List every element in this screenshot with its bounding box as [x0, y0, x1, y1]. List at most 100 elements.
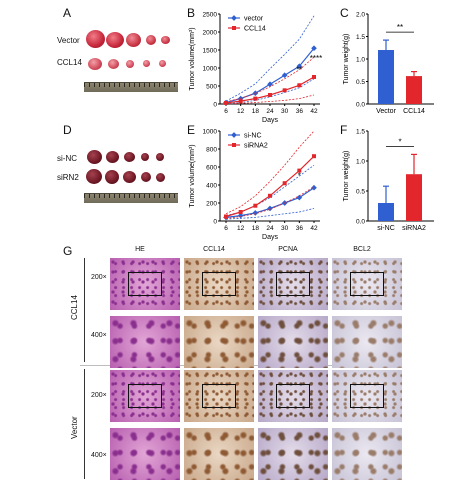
row-label-sirn2: siRN2	[57, 173, 79, 182]
zoom-region-box	[350, 272, 384, 296]
histology-image	[110, 370, 180, 422]
y-tick-label: 2500	[203, 12, 218, 19]
col-title-bcl2: BCL2	[353, 246, 371, 253]
ruler	[84, 193, 178, 203]
y-tick-label: 0.0	[356, 219, 365, 226]
data-point	[282, 88, 287, 93]
histology-image	[184, 316, 254, 368]
y-tick-label: 0.0	[356, 102, 365, 109]
histology-image	[184, 370, 254, 422]
data-point	[253, 96, 258, 101]
x-tick-label: 24	[266, 108, 274, 115]
panel-letter-g: G	[63, 244, 73, 258]
tumor	[161, 36, 170, 44]
data-point	[297, 83, 302, 88]
histology-image	[332, 316, 402, 368]
legend-label: CCL14	[244, 26, 266, 33]
data-point	[238, 210, 243, 214]
tumor	[146, 35, 156, 45]
data-point	[312, 75, 316, 79]
magnification-label: 400×	[91, 452, 107, 459]
y-tick-label: 800	[206, 147, 217, 154]
histology-image	[332, 258, 402, 310]
y-tick-label: 1000	[203, 129, 218, 136]
magnification-label: 200×	[91, 392, 107, 399]
y-tick-label: 400	[206, 183, 217, 190]
zoom-region-box	[202, 272, 236, 296]
data-point	[253, 203, 258, 208]
tumor	[86, 169, 102, 184]
data-point	[282, 181, 287, 186]
row-label-si-nc: si-NC	[57, 154, 77, 163]
y-tick-label: 1.0	[356, 159, 365, 166]
tumor	[87, 150, 102, 164]
col-title-ccl14: CCL14	[203, 246, 225, 253]
x-tick-label: 18	[252, 225, 260, 232]
x-tick-label: Vector	[376, 108, 397, 115]
x-axis-label: Days	[262, 117, 278, 124]
panel-letter-a: A	[63, 6, 72, 20]
x-tick-label: 30	[281, 225, 289, 232]
y-tick-label: 1000	[203, 66, 218, 73]
y-axis-label: Tumor weight(g)	[343, 34, 350, 85]
x-axis-label: Days	[262, 234, 278, 241]
bar	[406, 174, 422, 221]
group-bracket	[84, 258, 85, 362]
magnification-label: 200×	[91, 274, 107, 281]
series-ci-lower	[225, 94, 315, 105]
ruler	[84, 82, 178, 92]
zoom-region-box	[276, 384, 310, 408]
row-label-ccl14: CCL14	[57, 58, 82, 67]
data-point	[224, 100, 228, 105]
bar	[378, 50, 394, 104]
histology-image	[184, 428, 254, 480]
y-tick-label: 2000	[203, 30, 218, 37]
y-axis-label: Tumor weight(g)	[343, 151, 350, 202]
x-tick-label: 12	[237, 108, 245, 115]
significance-label: **	[296, 65, 302, 74]
histology-image	[184, 258, 254, 310]
data-point	[296, 194, 303, 201]
group-label-vector: Vector	[70, 416, 79, 439]
tumor	[106, 151, 119, 163]
bar	[378, 203, 394, 221]
x-tick-label: 12	[237, 225, 245, 232]
tumor	[105, 170, 119, 184]
histology-image	[110, 428, 180, 480]
y-tick-label: 200	[206, 201, 217, 208]
col-title-he: HE	[135, 246, 145, 253]
histology-image	[110, 258, 180, 310]
significance-label: *	[398, 137, 401, 146]
x-tick-label: 24	[266, 225, 274, 232]
legend-marker	[232, 26, 236, 30]
x-tick-label: 6	[224, 108, 228, 115]
tumor	[126, 33, 141, 47]
y-axis-label: Tumor volume(mm³)	[189, 27, 196, 90]
significance-label: ****	[310, 54, 322, 63]
tumor-volume-chart-b: 0 500 1000 1500 2000 2500 6 12 18 24 30 36 42 Days Tum…	[189, 12, 322, 125]
panel-letter-b: B	[187, 6, 196, 20]
tumor-volume-chart-e: 0 200 400 600 800 1000 6 12 18 24 30 36 42 Days Tumor …	[189, 129, 320, 241]
data-point	[268, 93, 272, 97]
x-tick-label: si-NC	[377, 225, 395, 232]
panel-letter-c: C	[340, 6, 349, 20]
tumor	[88, 58, 102, 70]
histology-image	[332, 428, 402, 480]
zoom-region-box	[276, 272, 310, 296]
tumor	[126, 60, 134, 68]
histology-image	[258, 370, 328, 422]
data-point	[268, 193, 272, 198]
zoom-region-box	[202, 384, 236, 408]
tumor	[106, 32, 124, 48]
tumor-photo-d: si-NC siRN2	[57, 145, 178, 225]
tumor	[143, 60, 150, 67]
tumor	[123, 171, 136, 183]
y-tick-label: 1.5	[356, 34, 365, 41]
significance-label: **	[397, 23, 403, 32]
row-label-vector: Vector	[57, 36, 80, 45]
y-tick-label: 1.0	[356, 57, 365, 64]
x-tick-label: CCL14	[403, 108, 425, 115]
panel-letter-e: E	[187, 123, 196, 137]
tumor	[156, 173, 165, 182]
tumor-photo-a: Vector CCL14	[57, 22, 178, 108]
